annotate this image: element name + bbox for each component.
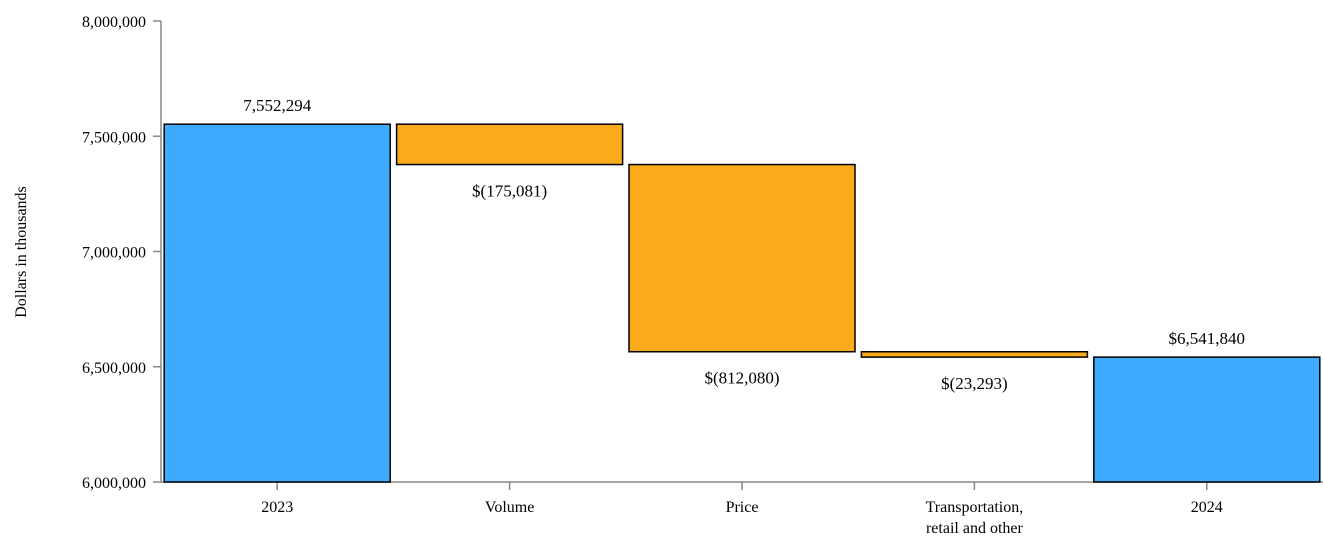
y-tick-label: 7,500,000 xyxy=(82,129,146,146)
bar-2 xyxy=(395,123,624,166)
data-label: $6,541,840 xyxy=(1169,329,1246,348)
bars xyxy=(163,123,1321,483)
bar-4 xyxy=(860,350,1089,358)
bar-1 xyxy=(163,123,391,483)
bar-3 xyxy=(628,163,856,353)
y-axis-title: Dollars in thousands xyxy=(13,186,30,318)
y-tick-label: 6,500,000 xyxy=(82,360,146,377)
x-tick-label: Transportation, retail and other xyxy=(926,499,1024,537)
x-tick-label: 2023 xyxy=(261,499,293,516)
bar-5 xyxy=(1093,356,1321,483)
data-label: $(812,080) xyxy=(704,369,779,388)
data-labels: 7,552,294 $(175,081) $(812,080) $(23,293) $6… xyxy=(243,96,1245,393)
y-tick-label: 6,000,000 xyxy=(82,475,146,492)
data-label: 7,552,294 xyxy=(243,96,312,115)
y-tick-label: 7,000,000 xyxy=(82,245,146,262)
data-label: $(175,081) xyxy=(472,182,547,201)
x-tick-label: Volume xyxy=(485,499,534,516)
data-label: $(23,293) xyxy=(941,374,1008,393)
y-tick-label: 8,000,000 xyxy=(82,14,146,31)
x-tick-label: 2024 xyxy=(1191,499,1223,516)
x-tick-label: Price xyxy=(726,499,759,516)
